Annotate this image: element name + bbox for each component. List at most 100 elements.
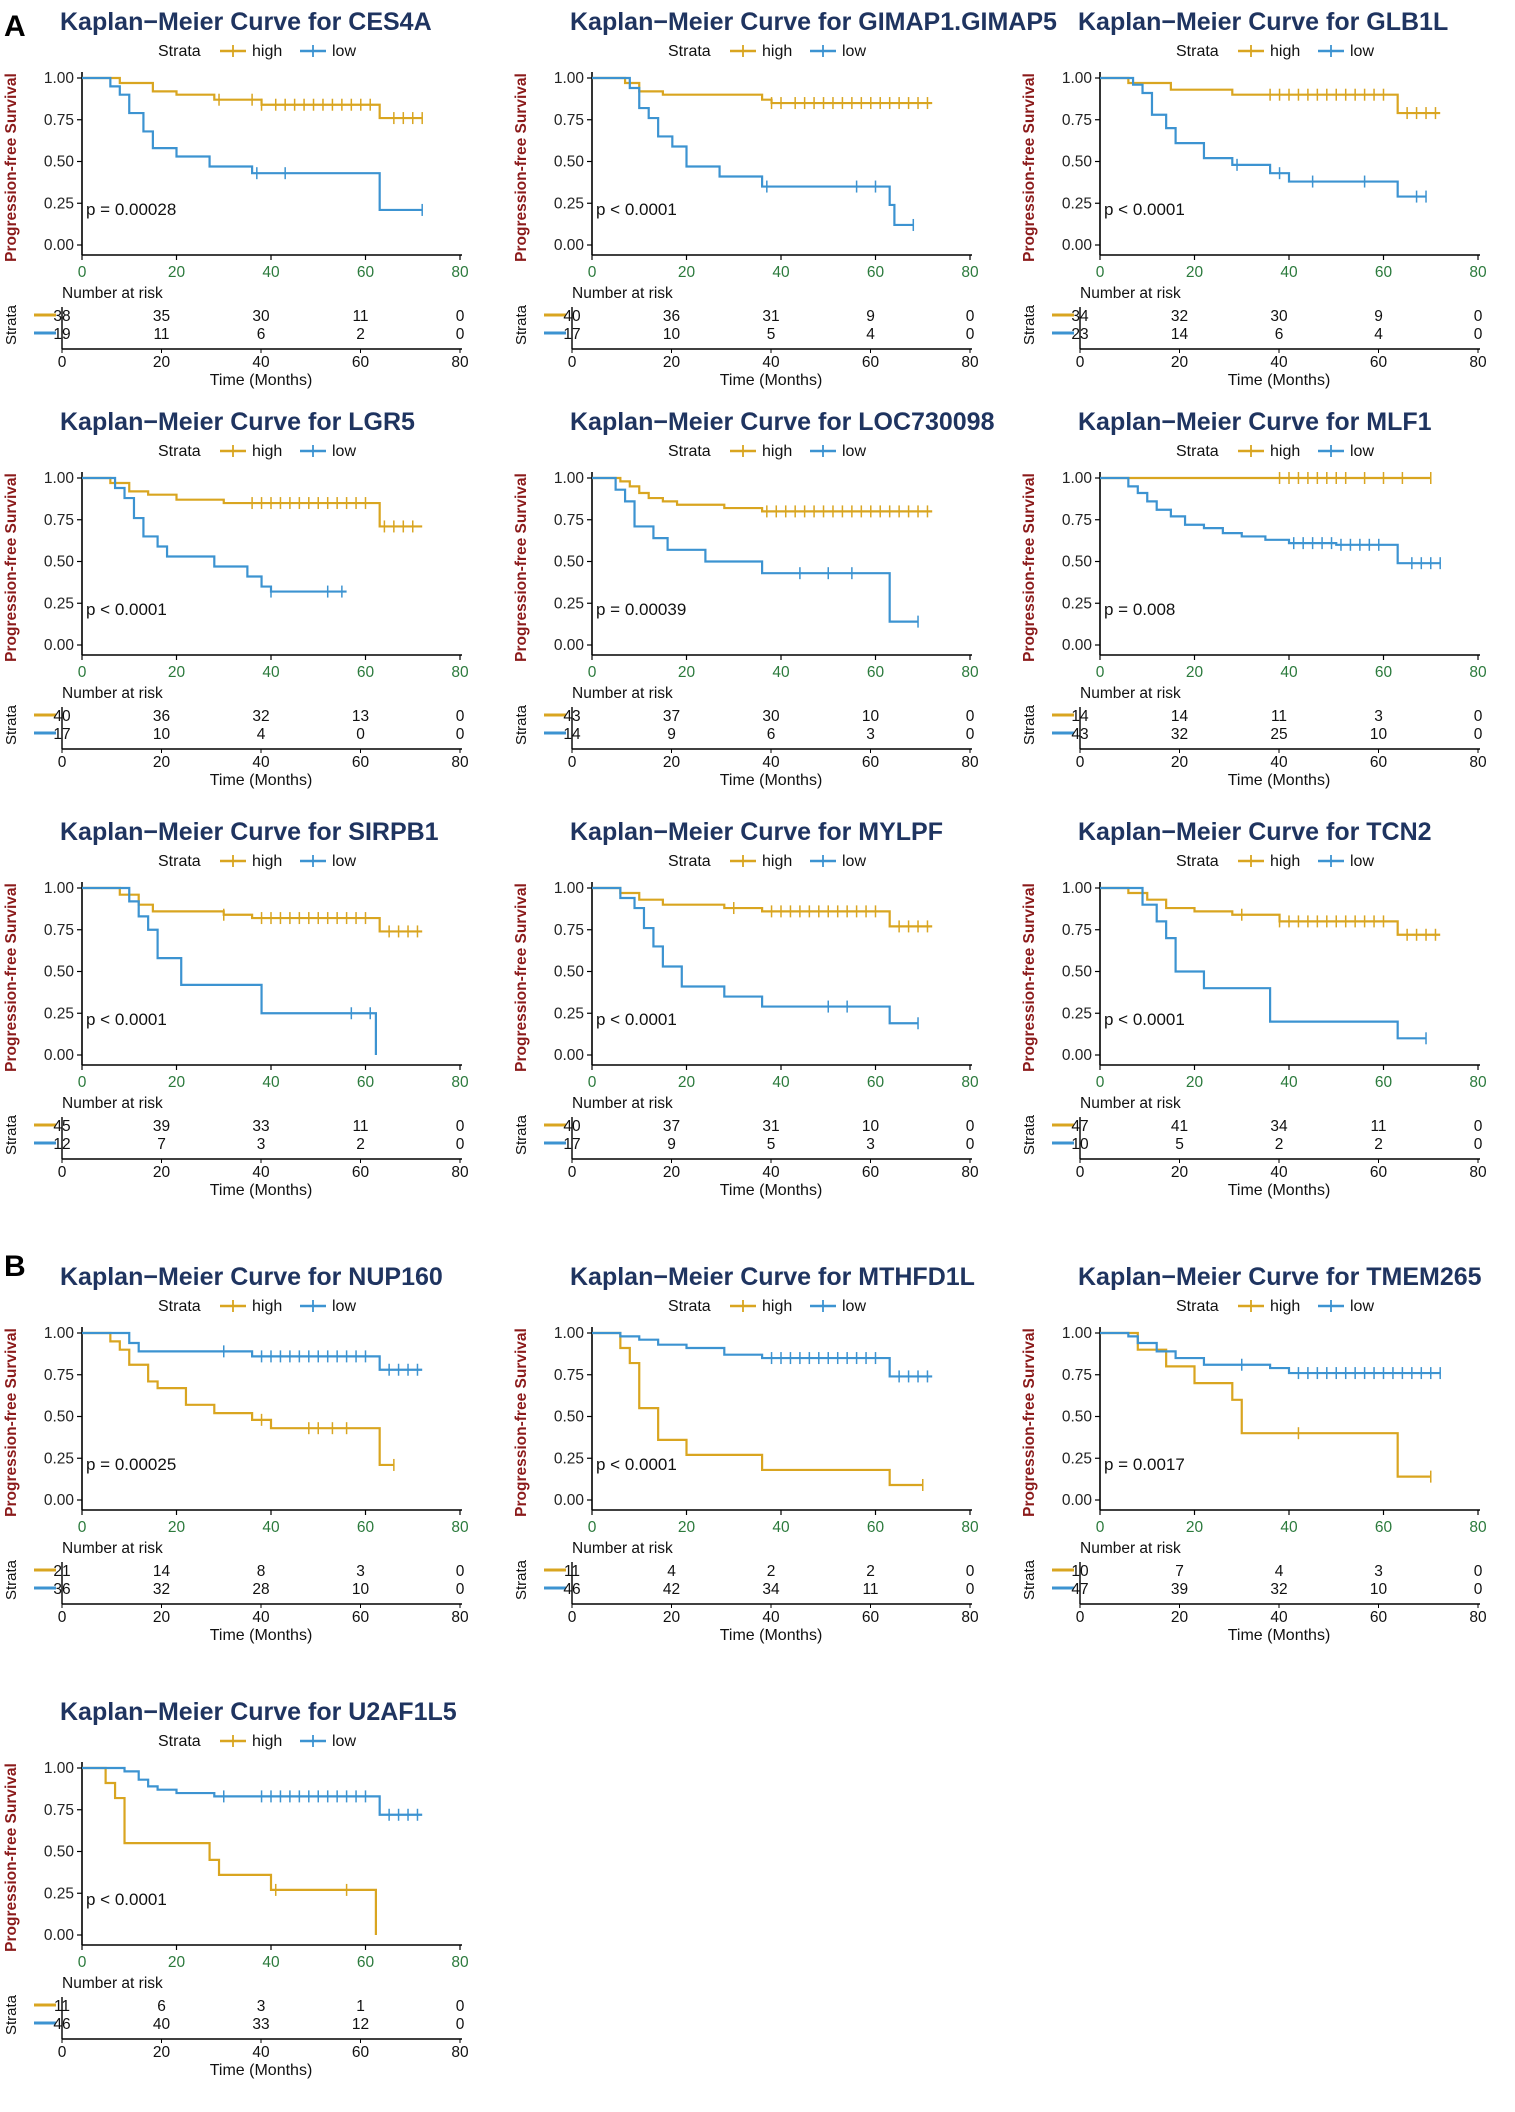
risk-x-tick-label: 60 <box>1370 1164 1388 1181</box>
risk-count-low: 0 <box>456 1136 465 1153</box>
risk-x-tick-label: 60 <box>862 1164 880 1181</box>
risk-count-low: 32 <box>1171 726 1188 743</box>
x-axis-label: Time (Months) <box>210 1182 313 1199</box>
risk-x-tick-label: 0 <box>1076 754 1085 771</box>
legend-label-low: low <box>332 1733 356 1750</box>
x-tick-label: 20 <box>1186 1074 1204 1091</box>
risk-count-low: 43 <box>1071 726 1088 743</box>
y-tick-label: 0.25 <box>44 1885 74 1902</box>
chart-title: Kaplan−Meier Curve for U2AF1L5 <box>60 1698 457 1726</box>
x-axis-label: Time (Months) <box>720 1182 823 1199</box>
km-panel-12: Kaplan−Meier Curve for TMEM265 Strata high… <box>1021 1263 1487 1644</box>
y-tick-label: 0.75 <box>554 1367 584 1384</box>
risk-count-high: 0 <box>966 1563 975 1580</box>
y-tick-label: 0.75 <box>1062 112 1092 129</box>
legend-label-high: high <box>252 1733 282 1750</box>
legend-title: Strata <box>158 853 201 870</box>
risk-count-high: 33 <box>252 1118 269 1135</box>
y-tick-label: 0.50 <box>554 1409 585 1426</box>
x-tick-label: 40 <box>772 664 790 681</box>
y-axis-label: Progression-free Survival <box>513 473 530 662</box>
y-axis-label: Progression-free Survival <box>3 883 20 1072</box>
survival-curve-high <box>592 76 933 105</box>
x-tick-label: 20 <box>168 664 186 681</box>
risk-count-low: 25 <box>1270 726 1287 743</box>
risk-x-tick-label: 40 <box>1270 1164 1288 1181</box>
risk-count-high: 45 <box>53 1118 70 1135</box>
risk-x-tick-label: 60 <box>1370 354 1388 371</box>
risk-x-tick-label: 80 <box>961 1164 979 1181</box>
y-tick-label: 1.00 <box>554 880 585 897</box>
risk-strata-label: Strata <box>1021 704 1038 745</box>
x-tick-label: 60 <box>1375 1074 1393 1091</box>
risk-count-low: 47 <box>1071 1581 1088 1598</box>
risk-x-tick-label: 80 <box>1469 354 1487 371</box>
risk-count-high: 0 <box>456 1118 465 1135</box>
x-tick-label: 80 <box>961 1074 979 1091</box>
km-panel-2: Kaplan−Meier Curve for GIMAP1.GIMAP5 Stra… <box>513 8 1057 389</box>
risk-count-low: 0 <box>966 1136 975 1153</box>
y-tick-label: 1.00 <box>554 70 585 87</box>
x-tick-label: 60 <box>867 664 885 681</box>
risk-count-high: 0 <box>456 1998 465 2015</box>
x-tick-label: 60 <box>1375 664 1393 681</box>
legend-title: Strata <box>158 1298 201 1315</box>
risk-count-low: 11 <box>153 326 169 343</box>
legend-label-high: high <box>252 853 282 870</box>
x-tick-label: 80 <box>451 264 469 281</box>
risk-x-tick-label: 80 <box>961 354 979 371</box>
panel-label-a: A <box>4 10 26 43</box>
x-tick-label: 40 <box>772 1519 790 1536</box>
survival-curve-low <box>1100 476 1441 565</box>
x-tick-label: 20 <box>678 1519 696 1536</box>
legend-title: Strata <box>158 43 201 60</box>
km-plot-grid: Kaplan−Meier Curve for CES4A Strata high lo… <box>3 8 1487 2079</box>
x-tick-label: 0 <box>78 664 87 681</box>
p-value: p < 0.0001 <box>86 1010 167 1029</box>
risk-x-tick-label: 0 <box>568 1164 577 1181</box>
risk-count-low: 36 <box>53 1581 70 1598</box>
risk-count-high: 21 <box>53 1563 70 1580</box>
risk-strata-label: Strata <box>1021 1114 1038 1155</box>
y-tick-label: 0.50 <box>44 554 75 571</box>
risk-table-title: Number at risk <box>1080 685 1181 702</box>
risk-x-tick-label: 80 <box>961 754 979 771</box>
legend-title: Strata <box>668 443 711 460</box>
risk-count-low: 0 <box>456 726 465 743</box>
p-value: p = 0.00025 <box>86 1455 176 1474</box>
risk-count-low: 11 <box>862 1581 878 1598</box>
p-value: p < 0.0001 <box>596 1455 677 1474</box>
y-tick-label: 0.00 <box>554 1047 585 1064</box>
y-tick-label: 0.00 <box>44 637 75 654</box>
survival-curve-low <box>592 76 914 227</box>
risk-count-high: 3 <box>356 1563 365 1580</box>
x-tick-label: 60 <box>357 1954 375 1971</box>
y-axis-label: Progression-free Survival <box>3 1763 20 1952</box>
risk-x-tick-label: 20 <box>153 354 171 371</box>
y-tick-label: 0.25 <box>44 195 74 212</box>
risk-count-low: 4 <box>1374 326 1383 343</box>
x-tick-label: 80 <box>961 664 979 681</box>
y-tick-label: 0.50 <box>554 964 585 981</box>
risk-x-tick-label: 60 <box>352 1164 370 1181</box>
legend-label-high: high <box>252 443 282 460</box>
risk-count-high: 38 <box>53 308 70 325</box>
legend-label-low: low <box>332 443 356 460</box>
risk-x-tick-label: 20 <box>153 1609 171 1626</box>
risk-count-high: 0 <box>1474 1118 1483 1135</box>
risk-count-low: 10 <box>663 326 681 343</box>
risk-count-low: 14 <box>563 726 581 743</box>
x-axis-label: Time (Months) <box>720 1627 823 1644</box>
risk-x-tick-label: 80 <box>451 1164 469 1181</box>
risk-count-low: 12 <box>352 2016 369 2033</box>
risk-x-tick-label: 60 <box>862 754 880 771</box>
risk-count-low: 0 <box>456 326 465 343</box>
y-tick-label: 0.00 <box>1062 1047 1093 1064</box>
y-tick-label: 1.00 <box>44 1760 75 1777</box>
x-tick-label: 60 <box>357 664 375 681</box>
risk-strata-label: Strata <box>3 304 20 345</box>
risk-count-high: 11 <box>352 1118 368 1135</box>
x-tick-label: 60 <box>1375 264 1393 281</box>
survival-curve-high <box>1100 886 1441 936</box>
risk-count-high: 3 <box>1374 708 1383 725</box>
